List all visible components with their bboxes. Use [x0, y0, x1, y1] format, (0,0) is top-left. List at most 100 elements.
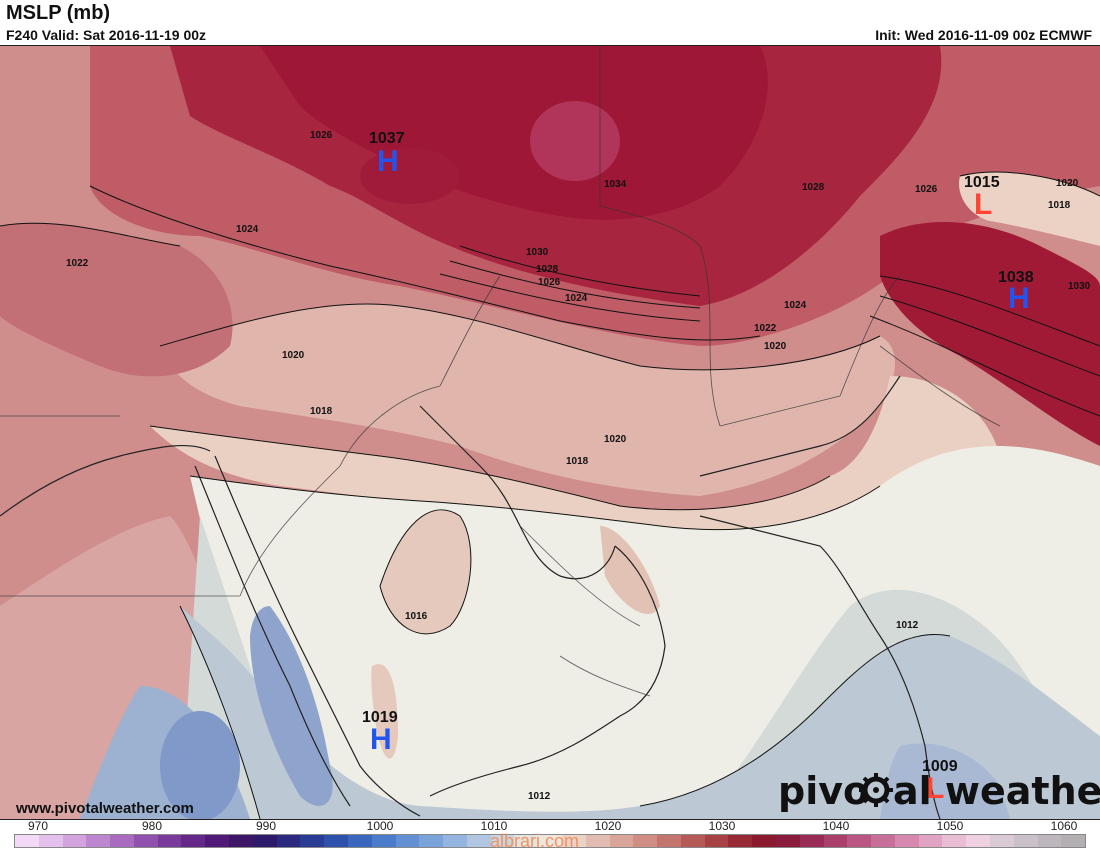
colorbar-swatch — [871, 835, 895, 847]
pressure-center-symbol: H — [1008, 282, 1030, 315]
pressure-center-value: 1015 — [964, 174, 1000, 191]
isobar-label: 1030 — [526, 247, 549, 258]
low-center-1015: 1015 L — [964, 174, 1000, 221]
isobar-label: 1022 — [754, 323, 777, 334]
colorbar-swatch — [276, 835, 301, 847]
colorbar-swatch — [585, 835, 610, 847]
colorbar-swatch — [823, 835, 848, 847]
pressure-center-symbol: L — [974, 188, 992, 221]
band-east-low — [959, 172, 1100, 246]
colorbar-swatch — [181, 835, 206, 847]
band-1012 — [180, 606, 1100, 819]
band-1036-west — [360, 148, 460, 204]
colorbar-swatch — [704, 835, 729, 847]
colorbar-swatch — [252, 835, 277, 847]
band-1020 — [160, 304, 895, 496]
band-1006-southwest — [160, 711, 240, 819]
pivotal-weather-logo: pivo al weather — [778, 769, 1100, 813]
site-url: www.pivotalweather.com — [15, 800, 194, 817]
colorbar-tick: 1050 — [936, 819, 964, 833]
pressure-center-value: 1038 — [998, 269, 1034, 286]
isobar-label: 1020 — [1056, 178, 1079, 189]
watermark: albrari.com — [490, 831, 580, 851]
isobar-label: 1016 — [405, 611, 428, 622]
colorbar-swatch — [38, 835, 63, 847]
valid-time: F240 Valid: Sat 2016-11-19 00z — [6, 27, 207, 43]
colorbar-swatch — [942, 835, 967, 847]
colorbar-swatch — [514, 835, 539, 847]
colorbar-swatch — [776, 835, 800, 847]
isobar-label: 1026 — [538, 277, 561, 288]
colorbar-tick: 1020 — [594, 819, 622, 833]
mslp-map[interactable]: 1026 1024 1022 1020 1018 1034 1030 1028 … — [0, 45, 1100, 820]
colorbar-swatch — [324, 835, 348, 847]
colorbar-swatch — [133, 835, 158, 847]
colorbar-swatch — [1037, 835, 1062, 847]
colorbar-swatch — [1061, 835, 1086, 847]
isobar-label: 1018 — [1048, 200, 1071, 211]
isobar-label: 1024 — [236, 224, 259, 235]
colorbar-tick: 990 — [255, 819, 277, 833]
colorbar-swatch — [609, 835, 634, 847]
band-1018 — [150, 376, 1000, 546]
isobar-label: 1028 — [802, 182, 825, 193]
colorbar-tick: 1000 — [366, 819, 394, 833]
colorbar-swatch — [847, 835, 872, 847]
logo-text-right: al weather — [893, 769, 1100, 813]
isobar-label: 1026 — [915, 184, 938, 195]
band-1036-core — [530, 101, 620, 181]
high-center-1037: 1037 H — [369, 130, 405, 178]
colorbar-swatch — [538, 835, 562, 847]
pressure-center-value: 1037 — [369, 130, 405, 147]
colorbar-swatch — [466, 835, 491, 847]
colorbar-swatch — [633, 835, 658, 847]
colorbar-tick: 980 — [141, 819, 163, 833]
colorbar-swatch — [229, 835, 253, 847]
colorbar-swatch — [966, 835, 991, 847]
colorbar-swatch — [395, 835, 420, 847]
coastlines — [0, 375, 941, 819]
colorbar-tick: 970 — [27, 819, 49, 833]
isobar-label: 1022 — [66, 258, 89, 269]
logo-gear-icon — [859, 773, 893, 807]
colorbar-swatch — [728, 835, 753, 847]
colorbar-tick: 1040 — [822, 819, 850, 833]
colorbar-swatch — [990, 835, 1014, 847]
colorbar-tick: 1060 — [1050, 819, 1078, 833]
high-center-1038: 1038 H — [998, 269, 1034, 315]
colorbar-swatch — [894, 835, 919, 847]
colorbar-swatch — [490, 835, 515, 847]
colorbar-swatch — [347, 835, 372, 847]
arabia-warm-pocket — [380, 509, 471, 634]
logo-text-left: pivo — [778, 769, 869, 813]
colorbar-swatch — [300, 835, 325, 847]
colorbar-swatch — [419, 835, 444, 847]
colorbar-swatch — [918, 835, 943, 847]
isobar-label: 1030 — [1068, 281, 1091, 292]
colorbar-swatch — [1013, 835, 1038, 847]
colorbar-tick: 1030 — [708, 819, 736, 833]
isobar-label: 1034 — [604, 179, 627, 190]
colorbar-swatch — [443, 835, 467, 847]
colorbar-tick: 1010 — [480, 819, 508, 833]
band-1008-east — [880, 743, 1010, 819]
yemen-warm-pocket — [371, 664, 398, 759]
colorbar-swatch — [680, 835, 705, 847]
isobar-label: 1028 — [536, 264, 559, 275]
map-title: MSLP (mb) — [6, 2, 111, 24]
low-center-1009: 1009 L — [922, 758, 958, 805]
colorbar-ticks: 970 980 990 1000 1010 1020 1030 1040 105… — [0, 818, 1100, 834]
isobars — [0, 171, 1100, 819]
isobar-label: 1024 — [784, 300, 807, 311]
colorbar-swatch — [752, 835, 776, 847]
isobar-label: 1012 — [528, 791, 551, 802]
pressure-center-symbol: H — [370, 723, 392, 756]
isobar-label: 1018 — [310, 406, 333, 417]
isobar-label: 1020 — [604, 434, 627, 445]
colorbar-swatch — [86, 835, 111, 847]
colorbar-swatch — [799, 835, 824, 847]
colorbar-swatch — [62, 835, 87, 847]
band-1034 — [260, 46, 768, 220]
band-1008-red-sea — [250, 606, 333, 806]
pressure-center-symbol: L — [926, 772, 944, 805]
